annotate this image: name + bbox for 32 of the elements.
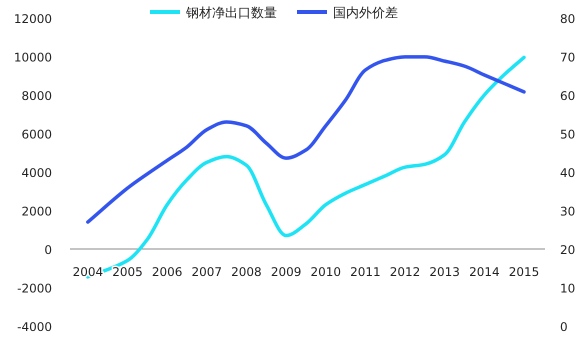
y2-tick-label: 40 [560, 166, 576, 180]
x-tick-label: 2008 [231, 265, 262, 279]
y-tick-label: -2000 [17, 282, 52, 296]
y2-tick-label: 70 [560, 50, 576, 64]
x-tick-label: 2011 [350, 265, 381, 279]
y-tick-label: -4000 [17, 320, 52, 334]
y-tick-label: 8000 [21, 89, 52, 103]
x-tick-label: 2007 [192, 265, 222, 279]
x-tick-label: 2006 [152, 265, 182, 279]
y-tick-label: 2000 [21, 204, 52, 218]
legend-label: 钢材净出口数量 [185, 6, 277, 21]
x-tick-label: 2005 [112, 265, 143, 279]
x-tick-label: 2014 [469, 265, 500, 279]
x-tick-label: 2015 [508, 265, 540, 279]
y-tick-label: 4000 [21, 166, 52, 180]
y2-tick-label: 20 [560, 243, 576, 257]
y-tick-label: 6000 [21, 128, 52, 142]
x-tick-label: 2010 [310, 265, 342, 279]
x-tick-label: 2013 [429, 265, 460, 279]
y-tick-label: 10000 [14, 50, 52, 64]
y2-tick-label: 30 [560, 204, 576, 218]
x-tick-label: 2009 [270, 265, 302, 279]
y2-tick-label: 10 [560, 282, 576, 296]
legend-label: 国内外价差 [333, 6, 398, 21]
y-tick-label: 0 [44, 243, 52, 257]
y2-tick-label: 60 [560, 89, 576, 103]
y-tick-label: 12000 [14, 12, 52, 26]
line-series [86, 55, 526, 224]
y2-tick-label: 80 [560, 12, 576, 26]
y2-tick-label: 50 [560, 128, 576, 142]
y2-tick-label: 0 [560, 320, 568, 334]
x-tick-label: 2012 [390, 265, 420, 279]
